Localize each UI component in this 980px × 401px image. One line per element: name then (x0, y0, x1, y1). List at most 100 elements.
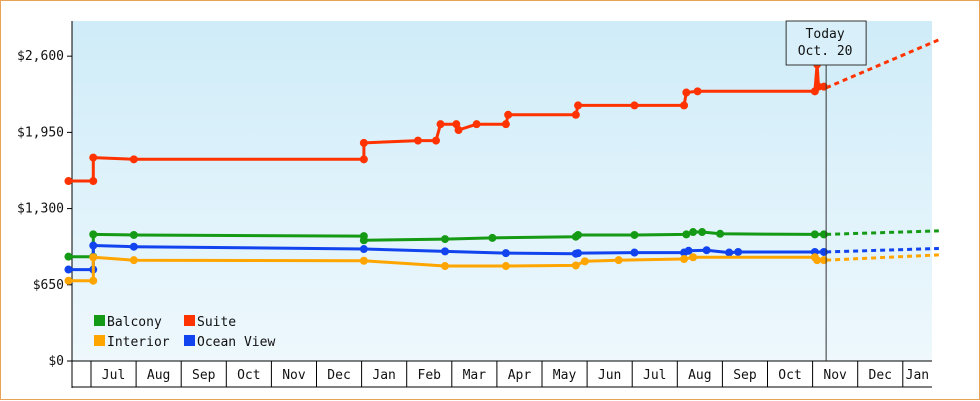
axes: $0 $650 $1,300 $1,950 $2,600 Jul Aug Sep Oct Nov D… (17, 21, 932, 388)
legend-label: Balcony (107, 315, 162, 330)
data-point (64, 276, 73, 285)
data-point (693, 87, 702, 96)
data-point (89, 177, 98, 186)
x-tick-label: Sep (733, 368, 757, 383)
data-point (359, 155, 368, 164)
data-point (64, 177, 73, 186)
data-point (571, 110, 580, 119)
x-tick-label: Jan (906, 368, 929, 383)
data-point (725, 248, 734, 257)
data-point (129, 242, 138, 251)
legend-swatch (94, 315, 105, 326)
series-ocean-view (64, 241, 939, 274)
data-point (129, 155, 138, 164)
y-tick-label: $2,600 (17, 49, 64, 64)
x-tick-label: Mar (463, 368, 487, 383)
data-point (129, 230, 138, 239)
data-point (698, 228, 707, 237)
data-point (689, 228, 698, 237)
data-point (574, 249, 583, 258)
data-point (680, 101, 689, 110)
today-box (785, 20, 867, 66)
plot-area (72, 21, 932, 361)
data-point (501, 120, 510, 129)
forecast-line (826, 253, 939, 262)
data-point (129, 256, 138, 265)
data-point (813, 256, 822, 265)
data-point (630, 230, 639, 239)
data-point (89, 241, 98, 250)
data-point (359, 138, 368, 147)
data-point (488, 233, 497, 242)
legend-item-balcony: Balcony (94, 315, 162, 330)
data-point (454, 126, 463, 135)
data-point (614, 256, 623, 265)
legend-label: Ocean View (197, 335, 275, 350)
x-tick-label: Oct (237, 368, 260, 383)
legend-swatch (184, 335, 195, 346)
legend: Balcony Suite Interior Ocean View (94, 315, 275, 350)
x-tick-label: Aug (147, 368, 170, 383)
x-tick-label: Oct (778, 368, 801, 383)
data-point (441, 247, 450, 256)
data-point (684, 246, 693, 255)
data-point (574, 101, 583, 110)
x-tick-label: Sep (192, 368, 216, 383)
forecast-line (825, 38, 940, 90)
data-point (574, 230, 583, 239)
data-point (64, 252, 73, 261)
data-point (89, 276, 98, 285)
data-point (682, 88, 691, 97)
x-tick-label: Nov (282, 368, 306, 383)
data-point (359, 256, 368, 265)
legend-item-suite: Suite (184, 315, 236, 330)
y-tick-label: $1,300 (17, 202, 64, 217)
x-tick-label: Jun (598, 368, 621, 383)
data-point (734, 247, 743, 256)
data-point (89, 253, 98, 262)
x-tick-label: Dec (327, 368, 350, 383)
x-tick-label: Jan (372, 368, 395, 383)
x-tick-label: Dec (869, 368, 892, 383)
data-point (89, 230, 98, 239)
legend-label: Suite (197, 315, 236, 330)
data-point (689, 253, 698, 262)
data-point (501, 262, 510, 271)
x-tick-label: Aug (688, 368, 711, 383)
forecast-line (826, 246, 939, 254)
x-tick-label: Apr (508, 368, 532, 383)
data-point (89, 153, 98, 162)
data-point (441, 262, 450, 271)
series-interior (64, 253, 939, 285)
legend-label: Interior (107, 335, 170, 350)
data-point (682, 230, 691, 239)
data-point (472, 120, 481, 129)
x-tick-label: May (553, 368, 577, 383)
x-tick-label: Nov (823, 368, 847, 383)
data-point (702, 246, 711, 255)
data-point (630, 248, 639, 257)
data-point (432, 136, 441, 145)
y-tick-label: $650 (33, 278, 64, 293)
data-point (501, 249, 510, 258)
today-label: Today (806, 27, 845, 42)
data-point (504, 110, 513, 119)
data-point (413, 136, 422, 145)
legend-item-interior: Interior (94, 335, 170, 350)
data-point (436, 120, 445, 129)
data-point (716, 229, 725, 238)
x-tick-label: Jul (102, 368, 125, 383)
data-point (359, 236, 368, 245)
y-tick-label: $1,950 (17, 125, 64, 140)
series-line (67, 62, 826, 183)
data-point (441, 235, 450, 244)
data-point (630, 101, 639, 110)
data-point (580, 257, 589, 266)
data-point (571, 261, 580, 270)
data-point (64, 265, 73, 274)
forecast-line (826, 229, 939, 236)
data-point (359, 245, 368, 254)
legend-item-ocean-view: Ocean View (184, 335, 275, 350)
